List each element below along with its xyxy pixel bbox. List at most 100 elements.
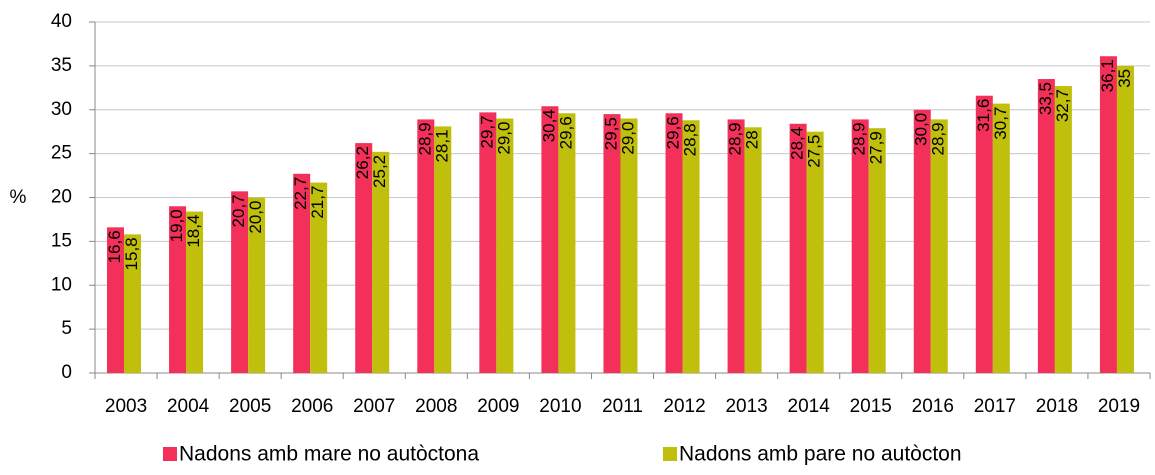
x-tick-label: 2019 — [1098, 396, 1140, 417]
bar — [789, 123, 807, 373]
data-label: 29,0 — [618, 122, 637, 155]
x-tick-label: 2011 — [602, 396, 643, 417]
data-label: 28,8 — [681, 123, 700, 156]
bar — [682, 120, 700, 373]
bar — [417, 119, 435, 373]
data-label: 28 — [743, 130, 762, 149]
y-tick-label: 10 — [51, 274, 72, 295]
x-tick-label: 2013 — [725, 396, 767, 417]
data-label: 29,6 — [664, 116, 683, 149]
data-label: 20,0 — [246, 201, 265, 234]
data-label: 31,6 — [974, 99, 993, 132]
data-label: 28,4 — [788, 127, 807, 160]
data-label: 28,9 — [929, 122, 948, 155]
data-label: 29,0 — [494, 122, 513, 155]
data-label: 21,7 — [308, 186, 327, 219]
x-tick-label: 2010 — [539, 396, 581, 417]
bar — [1116, 65, 1134, 373]
y-tick-label: 20 — [51, 187, 72, 208]
x-tick-label: 2003 — [105, 396, 147, 417]
data-label: 18,4 — [184, 215, 203, 248]
data-label: 25,2 — [370, 155, 389, 188]
y-tick-label: 40 — [51, 11, 72, 32]
data-label: 15,8 — [122, 237, 141, 270]
legend-label: Nadons amb pare no autòcton — [679, 443, 962, 466]
bar — [806, 131, 824, 373]
y-axis-label: % — [10, 187, 27, 208]
bar — [975, 95, 993, 374]
data-label: 29,5 — [601, 117, 620, 150]
y-tick-label: 30 — [51, 99, 72, 120]
data-label: 19,0 — [167, 209, 186, 242]
data-label: 29,6 — [556, 116, 575, 149]
bar — [310, 182, 328, 373]
y-tick-label: 15 — [51, 230, 72, 251]
x-tick-label: 2009 — [477, 396, 519, 417]
x-tick-label: 2008 — [415, 396, 457, 417]
data-label: 26,2 — [353, 146, 372, 179]
bar — [496, 118, 514, 374]
data-label: 27,5 — [805, 135, 824, 168]
data-label: 16,6 — [105, 230, 124, 263]
legend-label: Nadons amb mare no autòctona — [179, 443, 479, 466]
bar — [186, 211, 204, 373]
bar — [1099, 56, 1117, 373]
x-tick-label: 2005 — [229, 396, 271, 417]
data-label: 35 — [1115, 69, 1134, 88]
bar — [868, 128, 886, 373]
bar — [620, 118, 638, 374]
y-tick-label: 0 — [61, 362, 72, 383]
bar — [372, 151, 390, 373]
x-tick-label: 2016 — [912, 396, 954, 417]
bar — [1037, 79, 1055, 373]
bar — [124, 234, 141, 373]
bar — [558, 113, 576, 373]
x-tick-label: 2006 — [291, 396, 333, 417]
y-tick-label: 25 — [51, 143, 72, 164]
data-label: 30,4 — [539, 109, 558, 142]
legend-swatch — [663, 447, 677, 461]
bar — [930, 119, 948, 373]
bar — [479, 112, 497, 373]
legend-swatch — [163, 447, 177, 461]
data-label: 28,9 — [726, 122, 745, 155]
y-tick-label: 5 — [61, 318, 72, 339]
bar — [169, 206, 187, 373]
data-label: 27,9 — [867, 131, 886, 164]
y-tick-label: 35 — [51, 55, 72, 76]
x-tick-label: 2018 — [1036, 396, 1078, 417]
data-label: 20,7 — [229, 194, 248, 227]
x-tick-label: 2017 — [974, 396, 1016, 417]
bar — [744, 127, 762, 373]
bar — [107, 227, 124, 373]
bar — [434, 126, 452, 373]
bar — [665, 113, 683, 373]
bar — [913, 109, 931, 373]
data-label: 33,5 — [1036, 82, 1055, 115]
bar — [293, 173, 311, 373]
bar — [851, 119, 869, 373]
data-label: 29,7 — [477, 115, 496, 148]
data-label: 30,7 — [991, 107, 1010, 140]
bar — [992, 103, 1010, 374]
data-label: 22,7 — [291, 177, 310, 210]
data-label: 36,1 — [1098, 59, 1117, 92]
bar — [727, 119, 745, 373]
x-tick-label: 2014 — [788, 396, 831, 417]
data-label: 32,7 — [1053, 89, 1072, 122]
bar — [248, 197, 266, 373]
bar — [603, 114, 621, 373]
x-tick-label: 2015 — [850, 396, 892, 417]
bar — [231, 191, 249, 373]
data-label: 28,1 — [432, 129, 451, 162]
bar — [355, 143, 373, 373]
bar — [541, 106, 559, 374]
data-label: 28,9 — [415, 122, 434, 155]
x-tick-label: 2012 — [663, 396, 705, 417]
data-label: 28,9 — [850, 122, 869, 155]
x-tick-label: 2004 — [167, 396, 210, 417]
bar — [1054, 86, 1072, 374]
data-label: 30,0 — [912, 113, 931, 146]
x-tick-label: 2007 — [353, 396, 395, 417]
